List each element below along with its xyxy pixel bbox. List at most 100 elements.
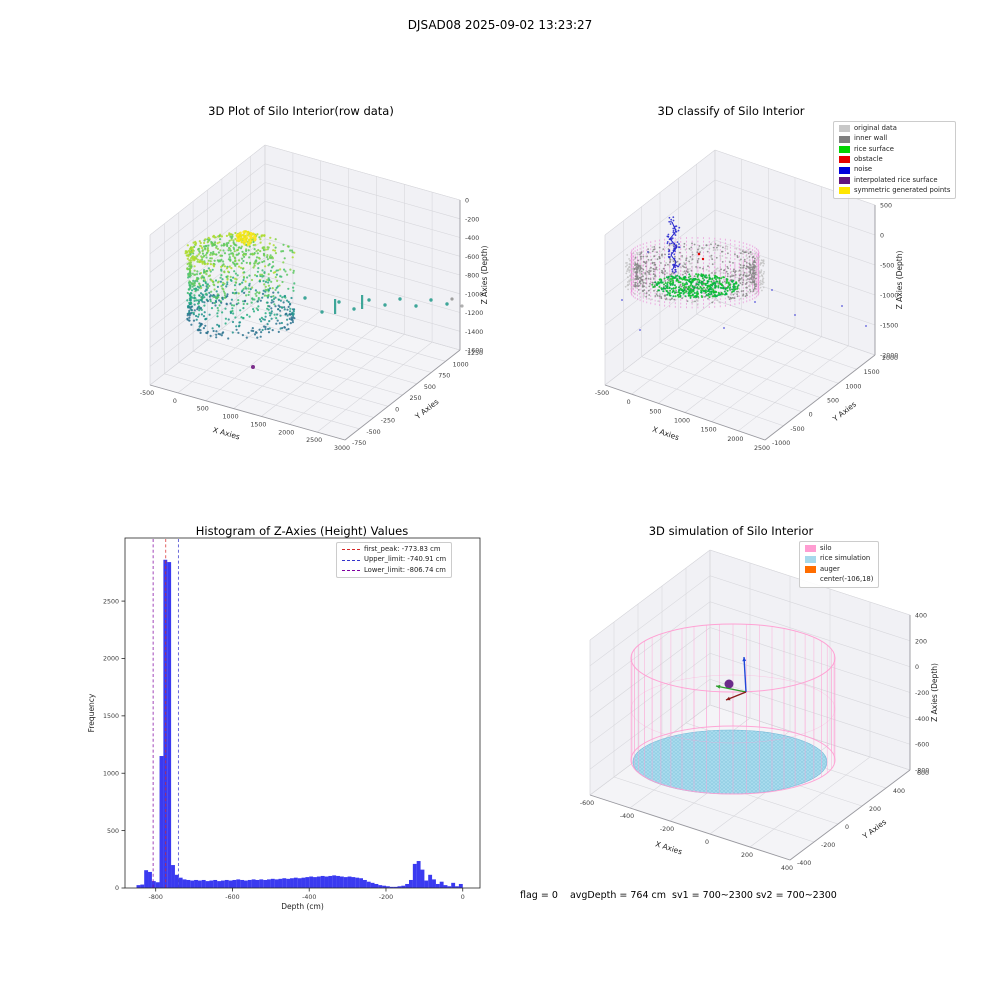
- figure-title: DJSAD08 2025-09-02 13:23:27: [407, 18, 593, 32]
- x-tick-label: 1000: [223, 414, 239, 421]
- x-tick-label: 1500: [701, 427, 717, 434]
- subplot-title-histogram: Histogram of Z-Axies (Height) Values: [195, 524, 409, 538]
- subplot-title-classify: 3D classify of Silo Interior: [657, 104, 805, 118]
- z-tick-label: -1500: [880, 323, 898, 330]
- y-tick-label: 200: [869, 806, 881, 813]
- z-tick-label: 0: [465, 198, 469, 205]
- x-tick-label: 200: [741, 852, 753, 859]
- legend-color-swatch: [805, 566, 816, 574]
- legend-item-label: inner wall: [854, 134, 888, 143]
- y-tick-label: 2500: [103, 598, 119, 605]
- z-tick-label: 200: [915, 638, 927, 645]
- legend-color-swatch: [839, 125, 850, 133]
- subplot-title-raw: 3D Plot of Silo Interior(row data): [208, 104, 394, 118]
- legend-item: auger: [805, 565, 873, 574]
- y-tick-label: 0: [845, 824, 849, 831]
- x-tick-label: 400: [781, 865, 793, 872]
- histogram-plot: -800 -600 -400 -200 0 0 500 1000 1500 2000 2500 Dep…: [87, 537, 481, 911]
- y-tick-label: 250: [410, 395, 422, 402]
- z-tick-label: -400: [915, 716, 929, 723]
- z-tick-label: -1000: [465, 291, 483, 298]
- x-tick-label: -500: [595, 390, 609, 397]
- y-tick-label: 500: [424, 384, 436, 391]
- z-tick-label: -800: [465, 273, 479, 280]
- y-axis-label: Y Axies: [860, 817, 888, 841]
- x-tick-label: 2000: [278, 429, 294, 436]
- z-tick-label: -1400: [465, 329, 483, 336]
- z-tick-label: -800: [915, 768, 929, 775]
- z-tick-label: -500: [880, 263, 894, 270]
- y-tick-label: 1000: [453, 361, 469, 368]
- legend-item-label: symmetric generated points: [854, 185, 951, 194]
- legend-item-label: interpolated rice surface: [854, 175, 938, 184]
- x-tick-label: 2500: [754, 445, 770, 452]
- legend-color-swatch: [839, 135, 850, 143]
- legend-item: Lower_limit: -806.74 cm: [342, 566, 446, 575]
- x-tick-label: 0: [461, 894, 465, 901]
- z-tick-label: 0: [880, 233, 884, 240]
- center-marker: [724, 679, 734, 689]
- legend-item: symmetric generated points: [839, 185, 951, 195]
- legend-color-swatch: [839, 166, 850, 174]
- y-tick-label: -400: [797, 860, 811, 867]
- legend-item-label: original data: [854, 124, 897, 132]
- legend-item-label: first_peak: -773.83 cm: [364, 545, 441, 553]
- y-axis-label: Frequency: [87, 693, 96, 732]
- legend-color-swatch: [839, 176, 850, 184]
- x-tick-label: 1500: [250, 421, 266, 428]
- x-tick-label: 2500: [306, 437, 322, 444]
- y-tick-label: 600: [917, 770, 929, 777]
- simulation-3d-plot: -600 -400 -200 0 200 400 -400 -200 0 200 400 600 400…: [580, 549, 939, 872]
- legend-item: rice simulation: [805, 554, 873, 563]
- x-axis-label: X Axies: [654, 839, 683, 856]
- legend-item-label: Upper_limit: -740.91 cm: [364, 555, 447, 564]
- legend-color-swatch: [839, 187, 850, 195]
- legend-item: Upper_limit: -740.91 cm: [342, 555, 447, 564]
- legend-item: rice surface: [839, 145, 950, 154]
- z-tick-label: -1600: [465, 348, 483, 355]
- y-tick-label: 1250: [467, 350, 483, 357]
- x-tick-label: 500: [649, 408, 661, 415]
- x-tick-label: 0: [627, 399, 631, 406]
- z-tick-label: -200: [915, 690, 929, 697]
- x-tick-label: -200: [379, 894, 393, 901]
- legend-item: interpolated rice surface: [839, 175, 950, 185]
- x-tick-label: -400: [302, 894, 316, 901]
- legend-item-label: rice simulation: [820, 554, 871, 563]
- y-tick-label: 400: [893, 788, 905, 795]
- legend-histogram: first_peak: -773.83 cm Upper_limit: -740.…: [336, 542, 453, 579]
- legend-item: obstacle: [839, 155, 950, 164]
- x-tick-label: -500: [140, 390, 154, 397]
- y-tick-label: 0: [395, 406, 399, 413]
- y-tick-label: 750: [438, 373, 450, 380]
- y-tick-label: 0: [809, 412, 813, 419]
- z-tick-label: 0: [915, 664, 919, 671]
- legend-item: center(-106,18): [805, 575, 873, 584]
- x-axis-label: X Axies: [651, 425, 680, 443]
- z-tick-label: -2000: [880, 353, 898, 360]
- z-tick-label: -1000: [880, 293, 898, 300]
- x-tick-label: 0: [173, 398, 177, 405]
- legend-item-label: noise: [854, 165, 873, 174]
- legend-color-swatch: [839, 156, 850, 164]
- y-tick-label: 1000: [845, 383, 861, 390]
- legend-item-label: silo: [820, 544, 832, 552]
- x-tick-label: -600: [580, 800, 594, 807]
- z-tick-label: -600: [915, 742, 929, 749]
- z-axis-label: Z Axies (Depth): [930, 663, 939, 722]
- z-tick-label: -1200: [465, 310, 483, 317]
- x-tick-label: -600: [225, 894, 239, 901]
- subplot-title-simulation: 3D simulation of Silo Interior: [648, 524, 814, 538]
- raw-3d-plot: -500050010001500200025003000-750-500-250…: [140, 144, 489, 452]
- z-tick-label: -600: [465, 254, 479, 261]
- y-tick-label: -750: [352, 440, 366, 447]
- y-tick-label: 0: [115, 885, 119, 892]
- z-tick-label: -400: [465, 235, 479, 242]
- legend-item: original data: [839, 124, 950, 133]
- legend-line-swatch: [342, 549, 360, 551]
- legend-color-swatch: [805, 545, 816, 553]
- y-tick-label: -200: [821, 842, 835, 849]
- legend-item: silo: [805, 544, 873, 553]
